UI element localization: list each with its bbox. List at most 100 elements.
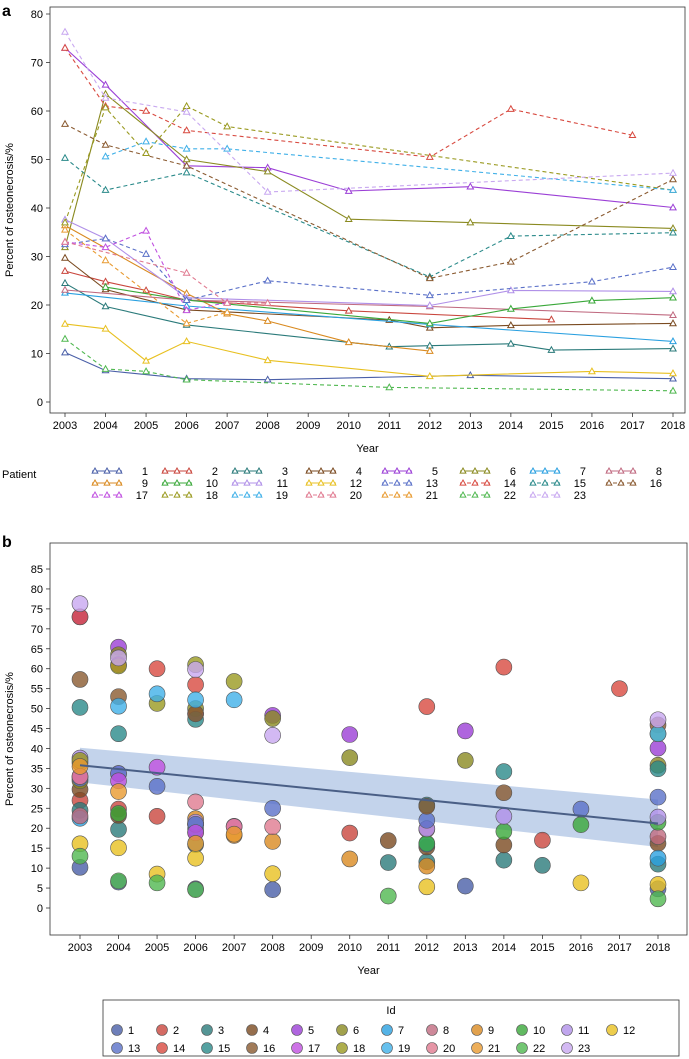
series-17-point bbox=[182, 306, 191, 314]
series-10-point bbox=[425, 319, 434, 327]
id-14-point bbox=[187, 676, 204, 693]
legend-marker-3 bbox=[201, 1024, 213, 1036]
legend-label-19: 19 bbox=[398, 1043, 410, 1055]
legend-marker-16 bbox=[605, 478, 613, 486]
legend-marker-2 bbox=[161, 466, 169, 474]
x-axis-title: Year bbox=[357, 965, 380, 977]
legend-marker-9 bbox=[91, 478, 99, 486]
series-4-point bbox=[61, 253, 69, 261]
legend-marker-4 bbox=[317, 466, 325, 474]
series-line-9 bbox=[64, 225, 430, 352]
id-21-point bbox=[225, 825, 243, 843]
legend-label-8: 8 bbox=[443, 1025, 449, 1037]
legend-marker-2 bbox=[185, 466, 193, 474]
series-14-point bbox=[182, 126, 191, 134]
legend-title: Patient bbox=[2, 469, 36, 481]
id-5-point bbox=[649, 739, 667, 757]
series-5-point bbox=[101, 80, 110, 88]
legend-label-20: 20 bbox=[443, 1043, 455, 1055]
series-4-point bbox=[425, 323, 434, 331]
y-tick-label: 50 bbox=[31, 155, 43, 167]
series-22-point bbox=[182, 375, 191, 383]
legend-label-13: 13 bbox=[128, 1043, 140, 1055]
legend-label-22: 22 bbox=[533, 1043, 545, 1055]
legend-label-18: 18 bbox=[206, 490, 218, 502]
legend-marker-11 bbox=[561, 1024, 573, 1036]
legend-marker-5 bbox=[291, 1024, 303, 1036]
id-15-point bbox=[71, 699, 89, 716]
id-10-point bbox=[572, 816, 590, 833]
legend-marker-14 bbox=[459, 478, 467, 486]
legend-marker-17 bbox=[91, 490, 99, 498]
legend-marker-20 bbox=[426, 1042, 438, 1054]
legend-marker-19 bbox=[231, 490, 239, 498]
legend-marker-3 bbox=[231, 466, 239, 474]
id-22-point bbox=[148, 874, 166, 892]
legend-marker-22 bbox=[459, 490, 467, 498]
id-23-point bbox=[71, 595, 89, 612]
y-tick-label: 85 bbox=[31, 564, 43, 576]
id-20-point bbox=[264, 818, 281, 835]
series-line-8 bbox=[64, 289, 674, 316]
legend-marker-20 bbox=[305, 490, 313, 498]
legend-marker-13 bbox=[393, 478, 401, 486]
id-13-point bbox=[418, 811, 436, 829]
legend-marker-11 bbox=[255, 478, 263, 486]
y-tick-label: 60 bbox=[31, 106, 43, 118]
x-tick-label: 2008 bbox=[260, 942, 284, 954]
legend-label-3: 3 bbox=[218, 1025, 224, 1037]
legend-marker-1 bbox=[91, 466, 99, 474]
series-19-point bbox=[182, 144, 191, 152]
id-12-point bbox=[649, 876, 667, 893]
series-20-point bbox=[223, 298, 232, 306]
series-10-point bbox=[669, 293, 677, 301]
legend-marker-3 bbox=[243, 466, 251, 474]
legend-marker-20 bbox=[317, 490, 325, 498]
series-5-point bbox=[344, 186, 353, 194]
id-14-point bbox=[495, 658, 513, 676]
series-12-point bbox=[425, 371, 434, 380]
series-14-point bbox=[425, 152, 434, 160]
id-22-point bbox=[187, 881, 204, 898]
legend-label-13: 13 bbox=[426, 478, 438, 490]
id-9-point bbox=[264, 833, 281, 850]
series-21-point bbox=[101, 256, 110, 264]
y-tick-label: 20 bbox=[31, 300, 43, 312]
legend-marker-21 bbox=[405, 490, 413, 498]
legend-label-1: 1 bbox=[128, 1025, 134, 1037]
legend-marker-7 bbox=[553, 466, 561, 474]
series-15-point bbox=[669, 228, 677, 236]
series-18-point bbox=[182, 101, 191, 109]
legend-label-6: 6 bbox=[510, 466, 516, 478]
series-12-point bbox=[101, 324, 110, 332]
legend-marker-9 bbox=[115, 478, 123, 486]
series-6-point bbox=[344, 214, 353, 222]
x-tick-label: 2008 bbox=[255, 420, 279, 432]
id-19-point bbox=[649, 725, 667, 743]
y-tick-label: 40 bbox=[31, 203, 43, 215]
id-9-point bbox=[418, 857, 436, 875]
legend-marker-11 bbox=[243, 478, 251, 486]
series-2-point bbox=[61, 266, 69, 274]
x-tick-label: 2013 bbox=[458, 420, 482, 432]
legend-marker-6 bbox=[336, 1024, 348, 1036]
x-tick-label: 2005 bbox=[134, 420, 158, 432]
series-line-22 bbox=[64, 338, 674, 392]
legend-label-16: 16 bbox=[263, 1043, 275, 1055]
legend-label-2: 2 bbox=[212, 466, 218, 478]
id-11-point bbox=[495, 807, 513, 825]
x-tick-label: 2011 bbox=[376, 942, 400, 954]
series-12-point bbox=[61, 319, 69, 327]
id-6-point bbox=[341, 749, 359, 766]
legend-marker-13 bbox=[405, 478, 413, 486]
series-1-point bbox=[263, 375, 272, 383]
legend-marker-1 bbox=[115, 466, 123, 474]
panel-b-label: b bbox=[2, 534, 12, 551]
id-1-point bbox=[457, 877, 474, 895]
series-18-point bbox=[101, 103, 110, 111]
series-10-point bbox=[506, 304, 515, 312]
x-tick-label: 2011 bbox=[377, 420, 401, 432]
id-22-point bbox=[110, 872, 127, 890]
series-16-point bbox=[425, 274, 434, 282]
